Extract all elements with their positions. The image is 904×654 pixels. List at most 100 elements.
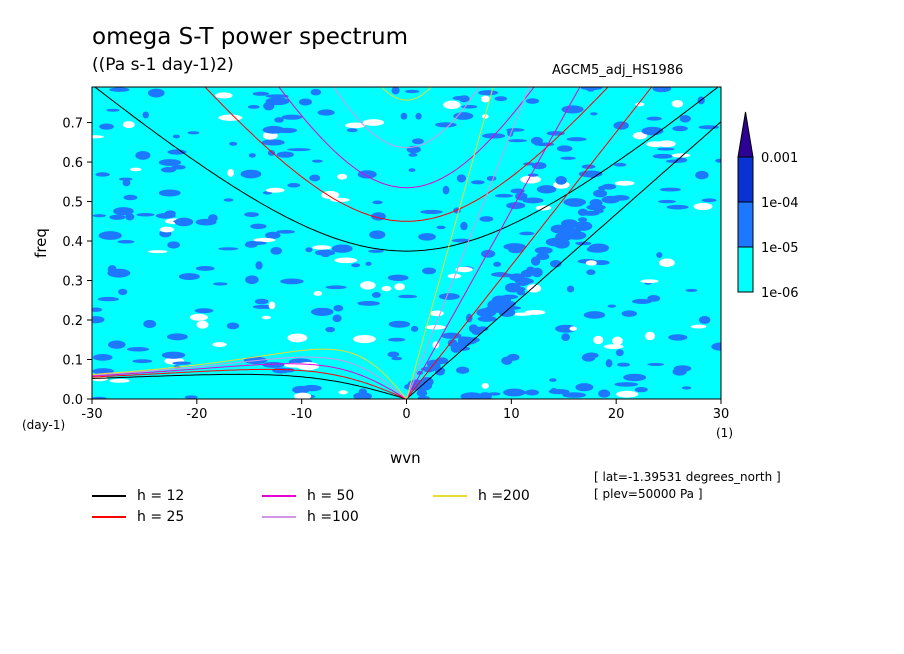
field-patch <box>634 387 648 393</box>
y-tick-label: 0.7 <box>62 117 83 132</box>
field-patch <box>549 260 562 268</box>
field-patch <box>479 216 494 222</box>
field-patch <box>143 319 157 329</box>
field-patch <box>465 313 473 323</box>
field-patch <box>218 247 239 251</box>
field-patch <box>287 148 311 152</box>
field-patch <box>301 384 322 392</box>
field-patch <box>265 231 281 239</box>
field-patch <box>109 87 130 92</box>
field-patch <box>711 342 721 351</box>
gravity-curve-h100 <box>333 87 480 149</box>
field-patch <box>254 298 269 305</box>
y-tick-label: 0.5 <box>62 196 83 211</box>
field-patch <box>312 159 323 163</box>
field-patch <box>481 95 490 103</box>
field-patch <box>262 125 285 134</box>
field-patch <box>586 269 596 276</box>
field-patch <box>136 213 155 217</box>
field-patch <box>520 175 542 184</box>
field-patch <box>666 204 689 210</box>
y-axis-label: freq <box>32 228 50 258</box>
field-patch <box>113 207 134 216</box>
field-patch <box>460 221 468 231</box>
field-patch <box>372 200 383 205</box>
field-patch <box>695 170 709 180</box>
field-patch <box>345 122 366 129</box>
field-patch <box>569 326 578 331</box>
ridge-patch <box>477 326 489 332</box>
x-tick-label: 10 <box>503 407 520 422</box>
field-patch <box>453 112 474 120</box>
field-patch <box>194 308 214 314</box>
field-patch <box>357 170 377 179</box>
field-patch <box>387 351 400 358</box>
chart-units: ((Pa s-1 day-1)2) <box>92 55 234 75</box>
field-patch <box>671 153 691 158</box>
field-patch <box>109 214 126 220</box>
field-patch <box>333 304 344 312</box>
field-patch <box>167 241 180 249</box>
ridge-patch <box>420 366 437 372</box>
field-patch <box>598 389 611 398</box>
field-patch <box>418 233 436 241</box>
gravity-curve-h200 <box>380 87 433 101</box>
field-patch <box>493 261 502 267</box>
field-patch <box>108 340 126 349</box>
field-patch <box>415 112 422 120</box>
field-patch <box>368 249 384 253</box>
field-patch <box>456 366 470 374</box>
field-patch <box>147 88 165 98</box>
field-patch <box>118 288 128 296</box>
field-patch <box>160 167 177 173</box>
field-patch <box>92 316 105 324</box>
field-patch <box>95 172 110 177</box>
field-patch <box>412 138 424 145</box>
field-patch <box>261 315 272 320</box>
latitude-note: [ lat=-1.39531 degrees_north ] <box>594 470 781 484</box>
field-patch <box>438 293 460 300</box>
field-patch <box>346 128 358 133</box>
chart-title: omega S-T power spectrum <box>92 24 409 50</box>
y-tick-label: 0.4 <box>62 235 83 250</box>
field-patch <box>614 180 635 186</box>
field-patch <box>187 131 200 135</box>
field-patch <box>148 250 168 254</box>
rossby-curve-h25 <box>92 368 407 399</box>
kelvin-curve-h100 <box>406 87 530 399</box>
field-patch <box>613 162 627 167</box>
ridge-patch <box>536 252 550 261</box>
field-patch <box>213 282 228 286</box>
field-patch <box>408 168 416 172</box>
field-patch <box>400 112 408 120</box>
field-patch <box>673 365 692 372</box>
colorbar: 1e-06 1e-05 1e-04 0.001 <box>737 111 799 301</box>
field-patch <box>331 244 353 253</box>
field-patch <box>685 288 698 292</box>
field-patch <box>417 396 430 399</box>
power-field <box>92 87 721 399</box>
colorbar-label: 1e-04 <box>761 196 799 211</box>
field-patch <box>276 229 295 234</box>
field-patch <box>561 333 570 342</box>
field-patch <box>250 223 267 230</box>
ridge-patch <box>416 389 428 397</box>
field-patch <box>549 378 557 382</box>
field-patch <box>391 356 403 361</box>
field-patch <box>526 284 542 293</box>
field-patch <box>122 121 135 129</box>
field-patch <box>314 249 336 256</box>
field-patch <box>369 230 386 240</box>
field-patch <box>107 265 117 274</box>
field-patch <box>563 198 587 207</box>
ridge-patch <box>593 189 608 198</box>
field-patch <box>119 177 133 181</box>
field-patch <box>267 150 276 156</box>
field-patch <box>351 263 361 268</box>
field-patch <box>394 283 405 291</box>
field-patch <box>184 395 198 399</box>
field-patch <box>172 361 192 365</box>
field-patch <box>252 91 270 96</box>
y-tick-label: 0.6 <box>62 156 83 171</box>
field-patch <box>617 362 631 367</box>
